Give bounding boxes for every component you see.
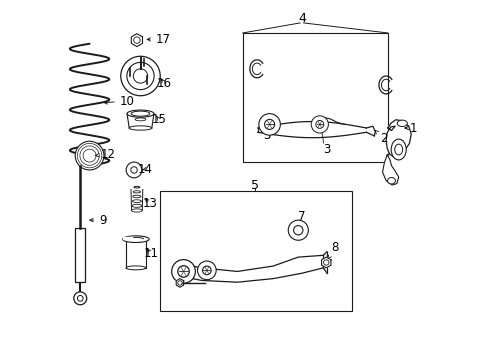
Polygon shape: [321, 257, 330, 268]
Ellipse shape: [127, 110, 154, 117]
Text: 3: 3: [263, 129, 270, 142]
Circle shape: [264, 120, 274, 130]
Text: 1: 1: [408, 122, 416, 135]
Ellipse shape: [394, 144, 402, 155]
Text: 6: 6: [177, 266, 184, 279]
Circle shape: [121, 56, 160, 96]
Ellipse shape: [131, 111, 150, 116]
Circle shape: [75, 141, 104, 170]
Ellipse shape: [131, 209, 142, 212]
Bar: [126, 239, 145, 268]
Circle shape: [178, 266, 189, 277]
Bar: [160, 191, 351, 311]
Ellipse shape: [132, 200, 141, 203]
Polygon shape: [131, 34, 142, 46]
Circle shape: [287, 220, 308, 240]
Circle shape: [133, 37, 140, 43]
Ellipse shape: [133, 191, 140, 193]
Text: 15: 15: [151, 113, 166, 126]
Circle shape: [202, 266, 211, 275]
Circle shape: [197, 261, 216, 280]
Ellipse shape: [126, 266, 145, 270]
Circle shape: [310, 116, 328, 133]
Ellipse shape: [132, 204, 142, 207]
Text: 14: 14: [137, 163, 152, 176]
Text: 5: 5: [251, 179, 259, 192]
Ellipse shape: [135, 118, 145, 121]
Text: 16: 16: [156, 77, 171, 90]
Text: 8: 8: [327, 241, 338, 259]
Circle shape: [323, 260, 328, 265]
Text: 4: 4: [297, 12, 305, 25]
Polygon shape: [386, 120, 410, 157]
Circle shape: [315, 121, 323, 129]
Text: 11: 11: [143, 247, 158, 260]
Ellipse shape: [122, 236, 149, 243]
Circle shape: [133, 69, 147, 83]
Circle shape: [131, 167, 137, 173]
Polygon shape: [176, 279, 183, 287]
Circle shape: [77, 296, 83, 301]
Ellipse shape: [134, 186, 140, 188]
Text: 10: 10: [104, 95, 134, 108]
Circle shape: [293, 226, 303, 235]
Ellipse shape: [387, 177, 395, 184]
Circle shape: [74, 292, 86, 305]
Text: 3: 3: [323, 143, 330, 156]
Ellipse shape: [390, 139, 406, 160]
Circle shape: [126, 62, 154, 90]
Text: 13: 13: [142, 197, 157, 210]
Circle shape: [126, 162, 142, 178]
Bar: [242, 33, 387, 162]
Text: 7: 7: [297, 210, 305, 229]
Text: 9: 9: [90, 214, 106, 227]
Circle shape: [171, 260, 195, 283]
Circle shape: [178, 281, 182, 285]
Circle shape: [258, 114, 280, 135]
Bar: [75, 228, 85, 282]
Text: 2: 2: [374, 130, 387, 145]
Ellipse shape: [396, 120, 407, 127]
Ellipse shape: [133, 195, 141, 198]
Ellipse shape: [129, 126, 152, 130]
Text: 12: 12: [95, 148, 116, 161]
Polygon shape: [382, 155, 398, 185]
Text: 17: 17: [147, 33, 170, 46]
